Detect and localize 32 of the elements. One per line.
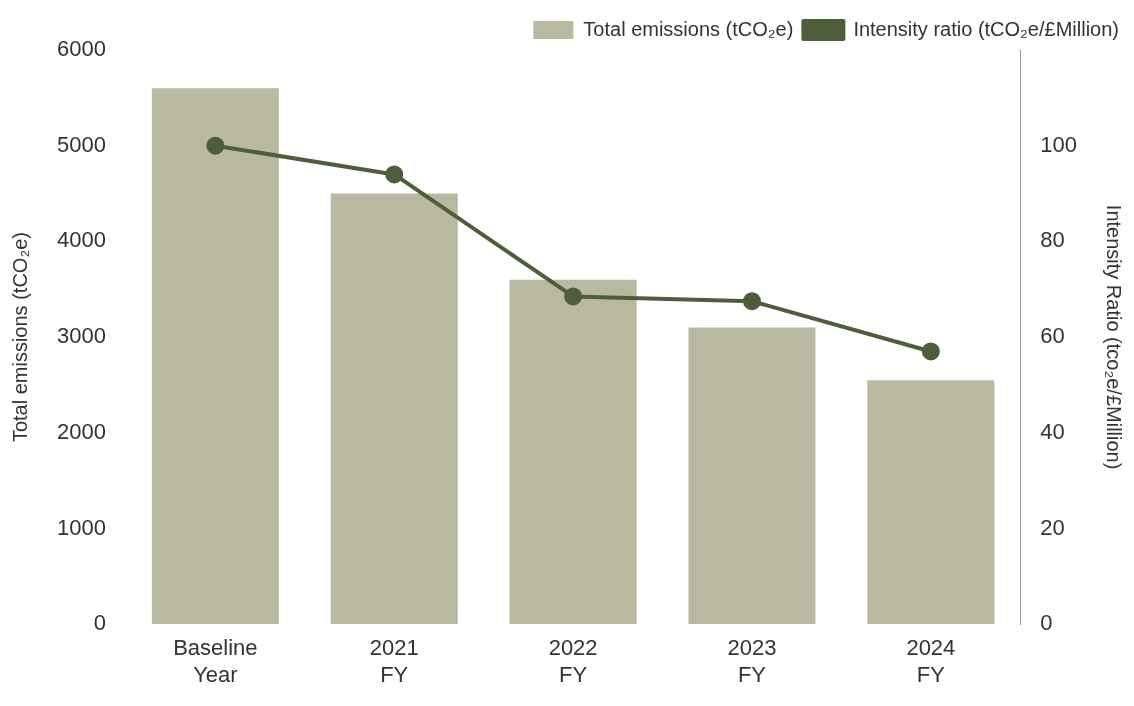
y-tick-label: 6000 — [56, 36, 106, 62]
y2-tick-label: 40 — [1040, 418, 1065, 444]
bar — [509, 279, 637, 625]
point — [385, 165, 404, 184]
y-axis-title: Total emissions (tCO₂e) — [8, 232, 31, 443]
legend-label: Intensity ratio (tCO₂e/£Million) — [853, 17, 1119, 40]
y2-tick-label: 0 — [1040, 610, 1053, 636]
bar — [688, 327, 816, 625]
x-tick-label: Baseline Year — [173, 635, 258, 687]
point — [921, 342, 940, 361]
y-tick-label: 0 — [93, 610, 106, 636]
bar — [867, 380, 995, 625]
y-tick-label: 5000 — [56, 131, 106, 157]
y-tick-label: 3000 — [56, 323, 106, 349]
point — [206, 136, 225, 155]
x-tick-label: 2021 FY — [369, 635, 419, 687]
y-tick-label: 2000 — [56, 418, 106, 444]
x-tick-label: 2024 FY — [906, 635, 956, 687]
y2-axis-title: Intensity Ratio (tco₂e/£Million) — [1103, 204, 1126, 470]
point — [564, 287, 583, 306]
legend-label: Total emissions (tCO₂e) — [583, 17, 794, 40]
x-tick-label: 2023 FY — [727, 635, 777, 687]
y2-tick-label: 100 — [1040, 131, 1078, 157]
bar — [151, 88, 279, 625]
y-tick-label: 1000 — [56, 514, 106, 540]
bar — [330, 193, 458, 625]
point — [742, 292, 761, 311]
y2-tick-label: 80 — [1040, 227, 1065, 253]
x-tick-label: 2022 FY — [548, 635, 598, 687]
y2-tick-label: 60 — [1040, 323, 1065, 349]
y-tick-label: 4000 — [56, 227, 106, 253]
y2-tick-label: 20 — [1040, 514, 1065, 540]
